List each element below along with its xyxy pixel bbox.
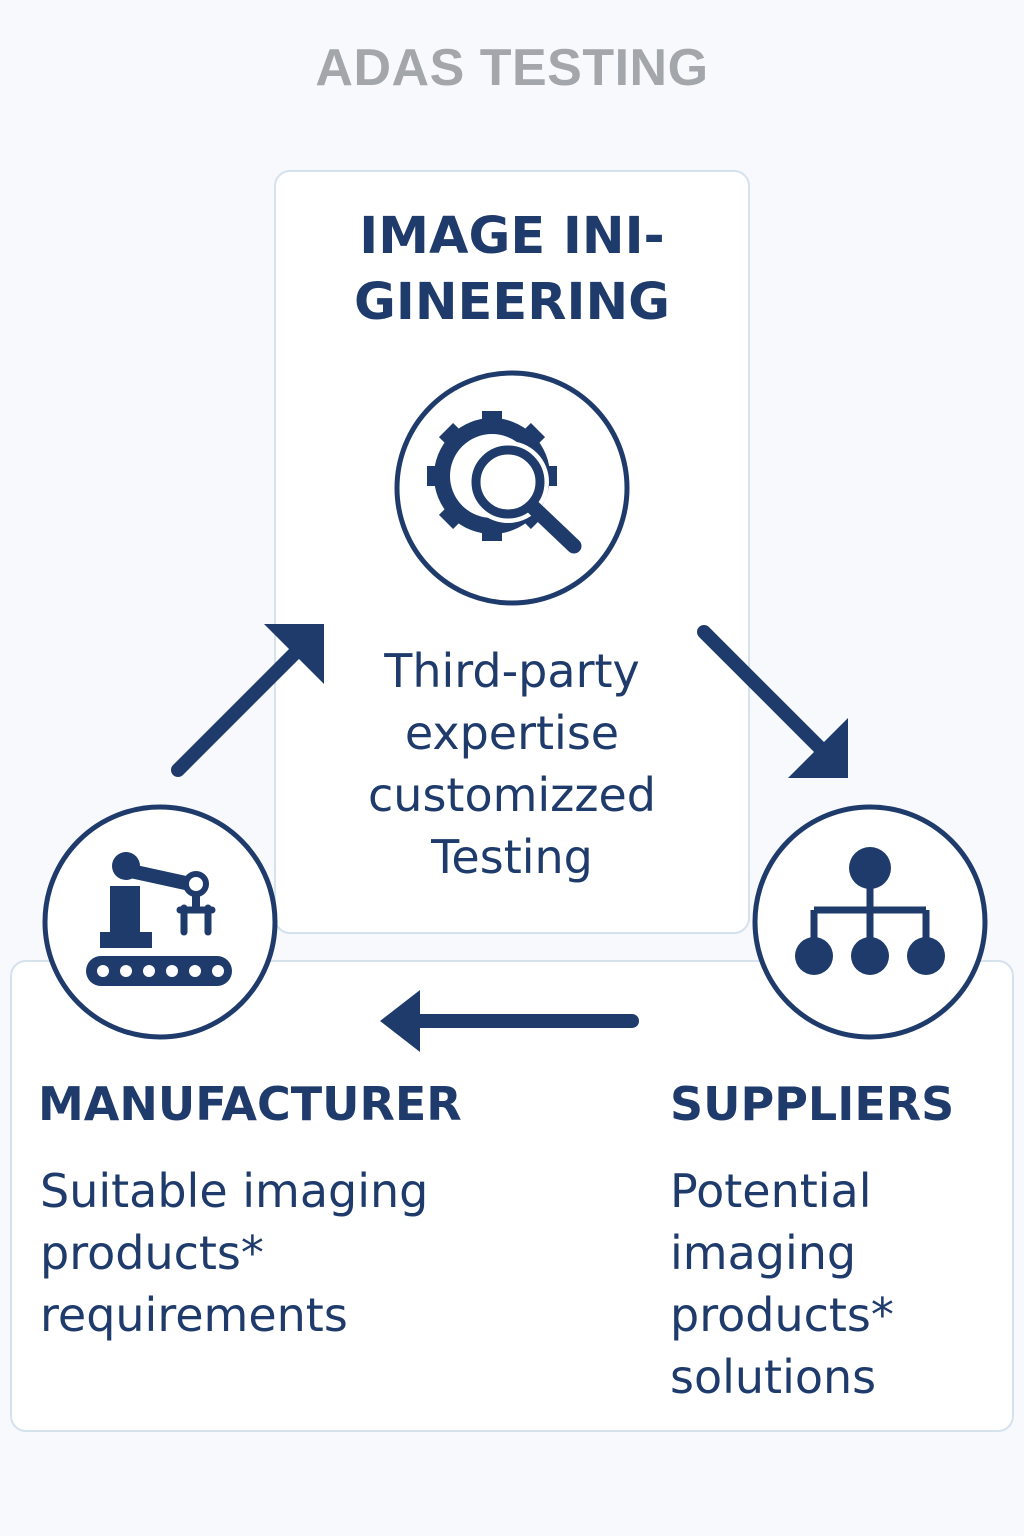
manufacturer-description-line: products* xyxy=(40,1226,264,1280)
engineering-description: Third-party expertise customizzed Testin… xyxy=(300,640,724,888)
engineering-description-line: expertise xyxy=(404,706,620,760)
engineering-heading-line: IMAGE INI- xyxy=(359,207,665,266)
manufacturer-heading: MANUFACTURER xyxy=(38,1077,462,1131)
suppliers-description-line: products* xyxy=(670,1288,894,1342)
manufacturer-description-line: requirements xyxy=(40,1288,348,1342)
engineering-heading: IMAGE INI- GINEERING xyxy=(300,204,724,336)
hierarchy-top-node xyxy=(849,847,891,889)
hierarchy-connectors xyxy=(810,888,930,940)
manufacturer-description: Suitable imaging products* requirements xyxy=(40,1160,600,1346)
robot-elbow-joint xyxy=(183,871,209,897)
engineering-description-line: Testing xyxy=(431,830,593,884)
suppliers-description: Potential imaging products* solutions xyxy=(670,1160,1000,1408)
manufacturer-description-line: Suitable imaging xyxy=(40,1164,429,1218)
engineering-description-line: Third-party xyxy=(384,644,640,698)
suppliers-description-line: Potential xyxy=(670,1164,872,1218)
robot-body xyxy=(110,886,140,936)
engineering-heading-line: GINEERING xyxy=(354,273,670,332)
page-title: ADAS TESTING xyxy=(315,39,709,97)
engineering-description-line: customizzed xyxy=(368,768,656,822)
suppliers-heading: SUPPLIERS xyxy=(670,1077,955,1131)
robot-upper-arm xyxy=(119,863,197,891)
suppliers-description-line: solutions xyxy=(670,1350,877,1404)
robot-shoulder-joint xyxy=(112,852,140,880)
robot-gripper xyxy=(176,904,216,936)
robot-base xyxy=(100,932,152,948)
suppliers-description-line: imaging xyxy=(670,1226,857,1280)
